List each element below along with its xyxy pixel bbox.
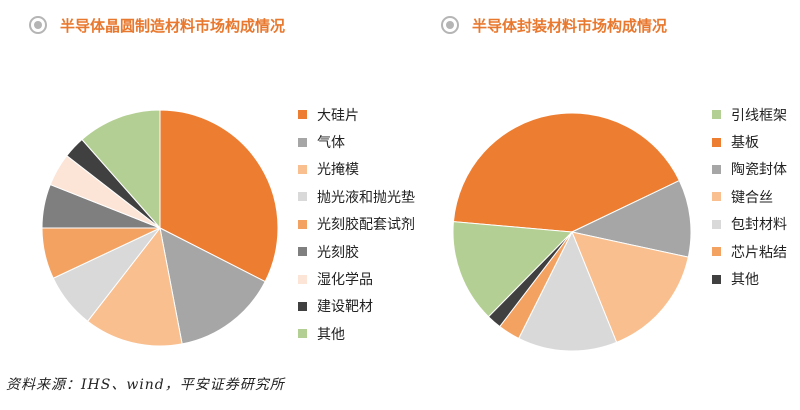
legend-label: 芯片粘结 bbox=[731, 244, 787, 261]
legend-label: 建设靶材 bbox=[317, 299, 373, 316]
legend-item: 包封材料 bbox=[712, 211, 787, 238]
legend-swatch bbox=[712, 274, 721, 284]
pie-slice bbox=[452, 112, 680, 233]
legend-label: 光刻胶 bbox=[317, 244, 359, 261]
source-footnote: 资料来源：IHS、wind，平安证券研究所 bbox=[6, 377, 285, 393]
pie-slice bbox=[159, 227, 266, 345]
legend-label: 基板 bbox=[731, 135, 759, 152]
legend-item: 引线框架 bbox=[712, 101, 787, 128]
legend-item: 基板 bbox=[712, 128, 787, 155]
legend-swatch bbox=[298, 110, 307, 120]
legend: 大硅片气体光掩模抛光液和抛光垫 光刻胶配套试剂 光刻胶湿化学品建设靶材其他 bbox=[298, 101, 415, 348]
pie-slice bbox=[86, 226, 183, 347]
legend-item: 其他 bbox=[712, 265, 787, 292]
legend-item: 陶瓷封体 bbox=[712, 156, 787, 183]
legend-item: 光刻胶配套试剂 bbox=[298, 211, 415, 238]
pie-chart-wafer-materials bbox=[41, 109, 279, 347]
target-icon bbox=[441, 16, 459, 34]
legend-item: 气体 bbox=[298, 128, 415, 155]
legend-label: 其他 bbox=[317, 326, 345, 343]
legend-swatch bbox=[298, 301, 307, 311]
legend-swatch bbox=[712, 137, 721, 147]
legend-swatch bbox=[712, 192, 721, 202]
pie-slice bbox=[159, 109, 279, 283]
pie-slice bbox=[518, 230, 618, 352]
legend-item: 光刻胶 bbox=[298, 238, 415, 265]
pie-chart-packaging-materials bbox=[452, 112, 692, 352]
chart-panel-packaging: 半导体封装材料市场构成情况 引线框架基板陶瓷封体键合丝包封材料芯片粘结其他 bbox=[400, 0, 800, 378]
legend-label: 光刻胶配套试剂 bbox=[317, 217, 415, 234]
legend-item: 光掩模 bbox=[298, 156, 415, 183]
target-icon bbox=[29, 16, 47, 34]
chart-header: 半导体晶圆制造材料市场构成情况 bbox=[28, 10, 285, 40]
legend-label: 气体 bbox=[317, 135, 345, 152]
legend-item: 大硅片 bbox=[298, 101, 415, 128]
legend-swatch bbox=[712, 247, 721, 257]
legend-swatch bbox=[712, 219, 721, 229]
legend-swatch bbox=[298, 137, 307, 147]
legend-swatch bbox=[298, 164, 307, 174]
chart-header: 半导体封装材料市场构成情况 bbox=[440, 10, 667, 40]
legend-label: 湿化学品 bbox=[317, 272, 373, 289]
legend-label: 抛光液和抛光垫 bbox=[317, 189, 415, 206]
legend-item: 其他 bbox=[298, 320, 415, 347]
legend-item: 抛光液和抛光垫 bbox=[298, 183, 415, 210]
legend-item: 键合丝 bbox=[712, 183, 787, 210]
chart-title: 半导体晶圆制造材料市场构成情况 bbox=[60, 16, 286, 35]
legend-swatch bbox=[298, 192, 307, 202]
pie-slice bbox=[81, 109, 161, 230]
pie-slice bbox=[452, 221, 574, 318]
legend-label: 键合丝 bbox=[731, 189, 773, 206]
pie-slice bbox=[571, 231, 689, 343]
legend-label: 大硅片 bbox=[317, 107, 359, 124]
chart-panel-wafer: 半导体晶圆制造材料市场构成情况 大硅片气体光掩模抛光液和抛光垫 光刻胶配套试剂 光刻… bbox=[0, 0, 415, 378]
legend-label: 包封材料 bbox=[731, 217, 787, 234]
legend-swatch bbox=[298, 329, 307, 339]
legend-label: 引线框架 bbox=[731, 107, 787, 124]
legend-item: 湿化学品 bbox=[298, 265, 415, 292]
legend-swatch bbox=[298, 247, 307, 257]
chart-title: 半导体封装材料市场构成情况 bbox=[472, 16, 668, 35]
legend: 引线框架基板陶瓷封体键合丝包封材料芯片粘结其他 bbox=[712, 101, 787, 293]
legend-item: 建设靶材 bbox=[298, 293, 415, 320]
legend-label: 光掩模 bbox=[317, 162, 359, 179]
legend-swatch bbox=[298, 274, 307, 284]
legend-label: 陶瓷封体 bbox=[731, 162, 787, 179]
legend-swatch bbox=[712, 110, 721, 120]
legend-label: 其他 bbox=[731, 272, 759, 289]
legend-item: 芯片粘结 bbox=[712, 238, 787, 265]
legend-swatch bbox=[298, 219, 307, 229]
legend-swatch bbox=[712, 164, 721, 174]
